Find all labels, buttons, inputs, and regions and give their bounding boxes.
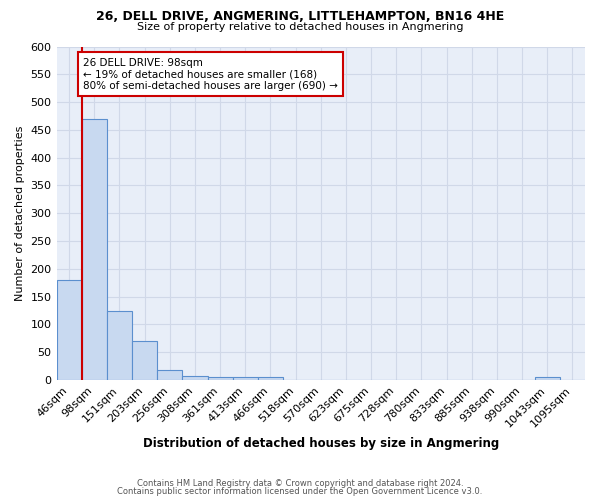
Text: Contains HM Land Registry data © Crown copyright and database right 2024.: Contains HM Land Registry data © Crown c… bbox=[137, 478, 463, 488]
Text: 26 DELL DRIVE: 98sqm
← 19% of detached houses are smaller (168)
80% of semi-deta: 26 DELL DRIVE: 98sqm ← 19% of detached h… bbox=[83, 58, 338, 91]
Bar bbox=[56, 280, 82, 380]
Bar bbox=[157, 370, 182, 380]
Bar bbox=[233, 378, 258, 380]
Y-axis label: Number of detached properties: Number of detached properties bbox=[15, 126, 25, 301]
Bar bbox=[258, 378, 283, 380]
X-axis label: Distribution of detached houses by size in Angmering: Distribution of detached houses by size … bbox=[143, 437, 499, 450]
Bar bbox=[132, 341, 157, 380]
Text: 26, DELL DRIVE, ANGMERING, LITTLEHAMPTON, BN16 4HE: 26, DELL DRIVE, ANGMERING, LITTLEHAMPTON… bbox=[96, 10, 504, 23]
Bar bbox=[82, 119, 107, 380]
Bar bbox=[107, 310, 132, 380]
Text: Contains public sector information licensed under the Open Government Licence v3: Contains public sector information licen… bbox=[118, 487, 482, 496]
Text: Size of property relative to detached houses in Angmering: Size of property relative to detached ho… bbox=[137, 22, 463, 32]
Bar bbox=[182, 376, 208, 380]
Bar bbox=[208, 378, 233, 380]
Bar bbox=[535, 378, 560, 380]
